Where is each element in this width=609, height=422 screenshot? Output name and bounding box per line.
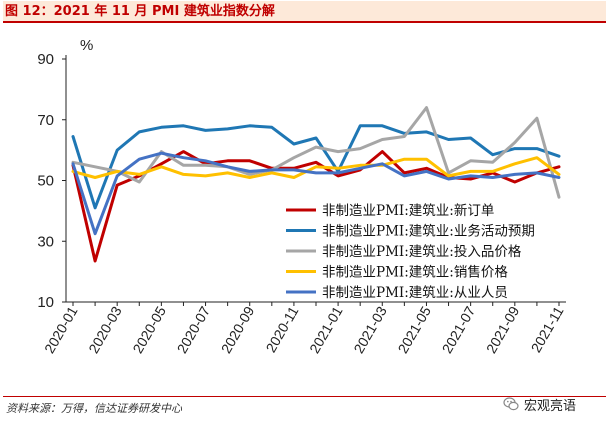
x-tick-label: 2020-05 [129,303,169,356]
x-tick-label: 2021-05 [395,303,435,356]
y-axis: 10 30 50 70 90% [37,37,93,311]
x-tick-label: 2020-03 [85,303,125,356]
y-axis-unit: % [80,37,93,54]
legend-label-5: 非制造业PMI:建筑业:从业人员 [322,285,508,301]
legend-label-3: 非制造业PMI:建筑业:投入品价格 [322,244,522,260]
x-tick-label: 2021-07 [439,303,479,356]
x-axis: 2020-01 2020-03 2020-05 2020-07 2020-09 2020-… [41,301,567,356]
series-line-3 [71,106,561,199]
y-tick-label: 30 [37,233,54,250]
x-tick-label: 2021-03 [350,303,390,356]
figure-title: 图 12：2021 年 11 月 PMI 建筑业指数分解 [3,1,606,23]
wechat-icon [503,397,519,411]
y-tick-label: 50 [37,173,54,190]
y-tick-label: 90 [37,51,54,68]
x-tick-label: 2020-09 [218,303,258,356]
x-tick-label: 2020-01 [41,303,81,356]
x-tick-label: 2020-11 [262,303,301,355]
x-tick-label: 2020-07 [174,303,214,356]
watermark: 宏观亮语 [503,393,576,415]
legend-label-4: 非制造业PMI:建筑业:销售价格 [322,265,508,281]
watermark-text: 宏观亮语 [524,398,577,414]
series-line-5 [71,151,561,236]
series-lines [71,106,561,263]
footer-divider [3,396,606,397]
x-tick-label: 2021-11 [528,303,567,355]
y-tick-label: 10 [37,294,54,311]
x-tick-label: 2021-09 [483,303,523,356]
legend-label-2: 非制造业PMI:建筑业:业务活动预期 [322,224,535,240]
chart: 10 30 50 70 90% 2020-01 2020-03 2020-05 2020-07… [37,37,567,356]
y-tick-label: 70 [37,112,54,129]
legend: 非制造业PMI:建筑业:新订单非制造业PMI:建筑业:业务活动预期非制造业PMI… [286,203,535,301]
series-line-2 [71,124,561,210]
legend-label-1: 非制造业PMI:建筑业:新订单 [322,203,494,219]
x-tick-label: 2021-01 [306,303,346,356]
series-line-4 [71,156,561,179]
source-note: 资料来源：万得，信达证券研发中心 [6,402,182,415]
